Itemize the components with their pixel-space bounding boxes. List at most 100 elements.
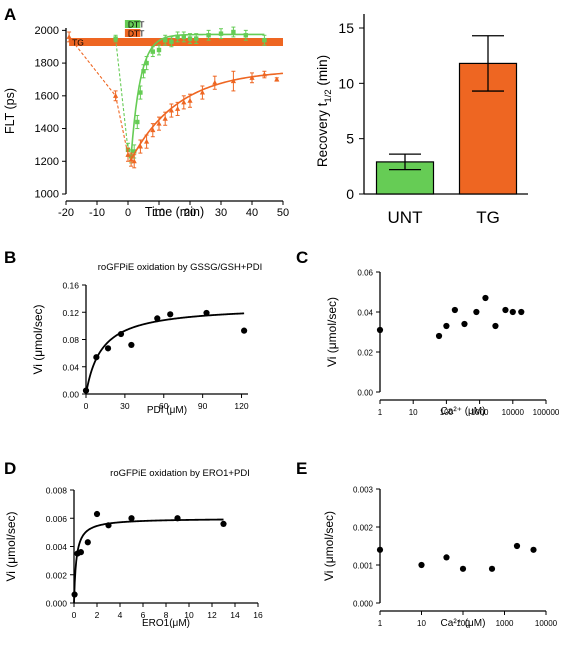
a-data-point (144, 138, 150, 144)
e-x-tick-label: 1000 (496, 619, 514, 628)
b-y-tick-label: 0.12 (62, 308, 79, 318)
panel-label-d: D (4, 459, 16, 478)
c-y-tick-label: 0.00 (357, 389, 373, 398)
e-x-tick-label: 10000 (535, 619, 558, 628)
a-data-point (66, 34, 72, 39)
a-data-point (135, 119, 140, 125)
b-data-point (241, 327, 248, 334)
d-x-axis-title: ERO1(μM) (142, 618, 190, 629)
e-y-tick-label: 0.003 (353, 486, 374, 495)
c-x-tick-label: 10000 (502, 408, 525, 417)
d-fit-curve (73, 518, 224, 604)
a-data-point (163, 37, 168, 43)
a-data-point (218, 31, 224, 36)
a-data-point (156, 120, 162, 126)
d-data-point (128, 515, 135, 522)
a-x-tick-label: 50 (277, 207, 289, 219)
d-data-point (77, 549, 84, 556)
e-data-point (376, 546, 384, 553)
c-data-point (443, 322, 450, 330)
ab-y-tick-label: 0 (346, 186, 354, 202)
a-bar-dtt (124, 29, 141, 37)
d-y-axis-title: Vi (μmol/sec) (4, 511, 18, 581)
c-points (376, 294, 525, 340)
c-data-point (518, 308, 525, 316)
b-x-tick-label: 90 (198, 401, 208, 411)
a-data-point (113, 36, 118, 41)
b-x-tick-label: 120 (234, 401, 248, 411)
ab-y-axis-title: Recovery t1/2 (min) (315, 55, 334, 167)
d-data-point (105, 522, 112, 529)
a-data-point (132, 149, 137, 154)
a-data-point (212, 79, 218, 85)
d-x-tick-label: 10 (184, 610, 194, 620)
c-data-point (502, 306, 509, 314)
b-x-tick-label: 30 (120, 401, 130, 411)
a-data-point (131, 158, 137, 164)
c-x-tick-label: 10 (409, 408, 418, 417)
d-x-tick-label: 12 (207, 610, 217, 620)
d-data-point (84, 539, 91, 546)
d-x-tick-label: 8 (164, 610, 169, 620)
a-bar-label: TG (72, 38, 84, 48)
e-y-tick-label: 0.002 (353, 524, 374, 533)
d-points (71, 510, 227, 604)
ab-category-label: TG (476, 208, 500, 227)
c-axes: 1 10 100 1000 10000 100000 0.00 0.02 0.04 0.06 (357, 269, 559, 418)
a-data-point (144, 60, 149, 66)
c-data-point (509, 308, 516, 316)
a-data-point (125, 151, 131, 157)
ab-y-tick-label: 15 (338, 20, 354, 36)
c-data-point (451, 306, 458, 314)
a-x-tick-label: 0 (125, 207, 131, 219)
a-data-point (261, 71, 267, 77)
a-bar-label: DTT (128, 20, 145, 30)
panel-label-e: E (296, 459, 307, 478)
ab-y-axis-title-sub: 1/2 (323, 89, 334, 102)
e-points (376, 542, 537, 572)
c-x-tick-label: 100 (440, 408, 454, 417)
a-data-point (181, 99, 187, 105)
a-series-fit-line (130, 72, 284, 161)
c-data-point (435, 332, 443, 340)
d-chart-title: roGFPiE oxidation by ERO1+PDI (110, 468, 250, 479)
d-x-tick-label: 6 (141, 610, 146, 620)
panel-label-b: B (4, 248, 16, 267)
a-data-point (137, 143, 143, 149)
d-data-point (93, 510, 101, 518)
a-y-tick-label: 1400 (35, 123, 59, 135)
ab-y-axis-title-main: Recovery t (315, 102, 330, 167)
d-y-tick-label: 0.004 (46, 542, 68, 552)
a-data-point (199, 89, 205, 95)
a-data-point (150, 49, 155, 54)
e-y-tick-label: 0.000 (353, 600, 374, 609)
b-data-point (167, 311, 174, 318)
ab-y-tick-label: 5 (346, 131, 354, 147)
b-data-point (93, 354, 100, 361)
ab-category-label: UNT (388, 208, 423, 227)
a-data-point (150, 127, 156, 133)
c-y-tick-label: 0.02 (357, 349, 373, 358)
a-data-point (206, 33, 211, 38)
a-x-tick-label: -20 (58, 207, 74, 219)
c-y-tick-label: 0.04 (357, 309, 373, 318)
a-x-tick-label: -10 (89, 207, 105, 219)
a-data-point (168, 107, 174, 113)
e-data-point (488, 565, 496, 572)
b-y-tick-label: 0.04 (62, 362, 79, 372)
a-y-axis-title: FLT (ps) (3, 88, 17, 134)
a-y-tick-label: 1000 (35, 189, 59, 201)
b-chart-title: roGFPiE oxidation by GSSG/GSH+PDI (98, 262, 262, 273)
e-x-tick-label: 10 (417, 619, 426, 628)
d-axes: 0 2 4 6 8 10 12 14 16 0.000 0.002 0.004 0.006 0.008 (46, 486, 263, 621)
e-data-point (443, 554, 450, 561)
a-data-point (262, 37, 267, 43)
a-data-point (230, 78, 236, 84)
e-data-point (530, 546, 537, 553)
a-series-orange (66, 31, 284, 169)
c-data-point (473, 308, 480, 316)
a-data-point (231, 29, 236, 35)
a-data-point (162, 115, 168, 121)
